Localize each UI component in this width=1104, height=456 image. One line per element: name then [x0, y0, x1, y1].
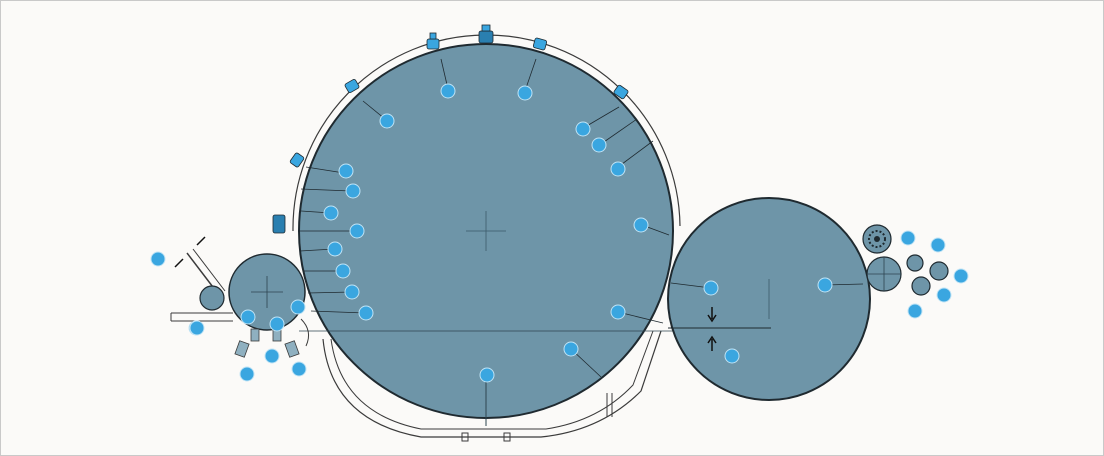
callout-badge [724, 348, 740, 364]
delivery-small-roller [911, 276, 931, 296]
callout-badge-circle [290, 299, 306, 315]
callout-badge [323, 205, 339, 221]
supply-blades [234, 328, 300, 358]
supply-scraper [300, 318, 310, 347]
nozzle-heads [272, 24, 629, 234]
callout-badge-circle [239, 366, 255, 382]
callout-badge [817, 277, 833, 293]
nozzle-icon [289, 152, 305, 168]
callout-badge-circle [150, 251, 166, 267]
callout-badge-circle [479, 367, 495, 383]
callout-badge [610, 161, 626, 177]
callout-badge-circle [633, 217, 649, 233]
gap-arrow-icon [174, 236, 206, 268]
callout-badge [591, 137, 607, 153]
callout-badge-circle [900, 230, 916, 246]
nozzle-icon [478, 24, 494, 44]
callout-badge [907, 303, 923, 319]
callout-badge-circle [440, 83, 456, 99]
callout-badge [338, 163, 354, 179]
callout-badge-circle [344, 284, 360, 300]
callout-badge [953, 268, 969, 284]
callout-badge [379, 113, 395, 129]
callout-badge-circle [563, 341, 579, 357]
delivery-small-roller [906, 254, 924, 272]
trough-foot [461, 432, 469, 442]
callout-badge-circle [323, 205, 339, 221]
callout-badge-circle [269, 316, 285, 332]
nozzle-icon [426, 32, 440, 50]
callout-badge-circle [349, 223, 365, 239]
callout-badge [610, 304, 626, 320]
callout-badge [900, 230, 916, 246]
nozzle-icon [344, 79, 360, 93]
callout-badge-circle [724, 348, 740, 364]
callout-badge-circle [610, 161, 626, 177]
callout-badge [240, 309, 256, 325]
callout-badge-circle [338, 163, 354, 179]
callout-badge-circle [907, 303, 923, 319]
callout-badge [633, 217, 649, 233]
nip-arrow-down-icon [707, 307, 717, 323]
callout-badge [290, 299, 306, 315]
callout-badge [264, 348, 280, 364]
callout-badge-circle [591, 137, 607, 153]
callout-badge [150, 251, 166, 267]
callout-badge [189, 320, 205, 336]
callout-badge-circle [610, 304, 626, 320]
leader-lines [298, 58, 864, 378]
callout-badge [575, 121, 591, 137]
callout-badge-circle [703, 280, 719, 296]
callout-badge-circle [930, 237, 946, 253]
callout-badge-circle [575, 121, 591, 137]
callout-badge [703, 280, 719, 296]
callout-badge-circle [264, 348, 280, 364]
feed-roller [199, 285, 225, 311]
callout-badge [517, 85, 533, 101]
callout-badge-circle [335, 263, 351, 279]
delivery-rollers [862, 224, 949, 296]
callout-badge [358, 305, 374, 321]
nozzle-icon [272, 214, 286, 234]
nip-arrow-up-icon [707, 335, 717, 351]
callout-badge [563, 341, 579, 357]
callout-badge [936, 287, 952, 303]
callout-badge [335, 263, 351, 279]
nozzle-icon [613, 84, 629, 100]
callout-badge [345, 183, 361, 199]
callout-badge [327, 241, 343, 257]
delivery-small-roller [929, 261, 949, 281]
callout-badge-circle [189, 320, 205, 336]
callout-badge-circle [291, 361, 307, 377]
callout-badge-circle [517, 85, 533, 101]
callout-badge [479, 367, 495, 383]
callout-badge [269, 316, 285, 332]
callout-badge [930, 237, 946, 253]
callout-badge [349, 223, 365, 239]
callout-badge [291, 361, 307, 377]
callout-badge-circle [936, 287, 952, 303]
callout-badge-circle [358, 305, 374, 321]
callout-badge-circle [327, 241, 343, 257]
callout-badge-circle [817, 277, 833, 293]
feed-chute [192, 248, 226, 292]
callout-badge-circle [240, 309, 256, 325]
callout-badge [344, 284, 360, 300]
callout-badges [150, 83, 969, 383]
trough-foot [503, 432, 511, 442]
callout-badge-circle [379, 113, 395, 129]
callout-badge [440, 83, 456, 99]
bottom-trough [322, 330, 662, 438]
callout-badge-circle [953, 268, 969, 284]
callout-badge [239, 366, 255, 382]
bottom-trough-inner [330, 330, 654, 430]
callout-badge-circle [345, 183, 361, 199]
nozzle-icon [532, 37, 548, 51]
